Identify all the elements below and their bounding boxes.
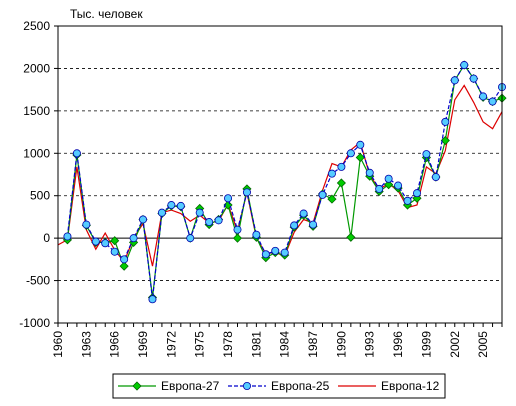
data-point (412, 189, 421, 198)
y-tick-label: 1500 (23, 104, 50, 118)
x-tick-label: 1966 (108, 331, 122, 358)
y-tick-label: 0 (43, 231, 50, 245)
x-tick-label: 1999 (419, 331, 433, 358)
data-point (346, 149, 355, 158)
data-point (271, 246, 280, 255)
x-tick-label: 1990 (334, 331, 348, 358)
data-point (82, 220, 91, 229)
data-point (431, 173, 440, 182)
data-point (488, 97, 497, 106)
legend-label: Европа-12 (381, 379, 440, 393)
data-point (346, 232, 356, 242)
data-point (460, 61, 469, 70)
data-point (355, 152, 365, 163)
x-tick-label: 1960 (51, 331, 65, 358)
x-tick-label: 1984 (278, 331, 292, 358)
data-point (120, 255, 129, 264)
y-tick-label: -500 (26, 274, 50, 288)
y-axis: -1000 -500 0 500 1000 1500 2000 2500 (19, 19, 58, 330)
data-point (422, 150, 431, 159)
data-point (327, 169, 336, 178)
y-tick-label: 2500 (23, 19, 50, 33)
data-point (384, 180, 394, 190)
data-point (91, 237, 100, 246)
data-point (336, 178, 346, 188)
data-point (252, 230, 261, 239)
y-axis-label: Тыс. человек (70, 7, 143, 21)
series-2 (63, 61, 506, 304)
data-point (280, 248, 289, 257)
data-point (242, 381, 251, 390)
legend-item: Европа-27 (118, 379, 220, 393)
x-tick-label: 2002 (448, 331, 462, 358)
data-point (110, 247, 119, 256)
series-1 (62, 60, 507, 303)
data-point (167, 201, 176, 210)
x-tick-label: 2005 (476, 331, 490, 358)
data-point (148, 295, 157, 304)
legend-label: Европа-27 (161, 379, 220, 393)
data-point (299, 209, 308, 218)
data-point (337, 162, 346, 171)
x-tick-label: 1981 (249, 331, 263, 358)
data-point (233, 225, 242, 234)
data-point (290, 221, 299, 230)
series-line (66, 63, 503, 298)
data-point (214, 216, 223, 225)
series-line (66, 63, 503, 300)
data-point (205, 218, 214, 227)
y-tick-label: 1000 (23, 146, 50, 160)
data-point (469, 74, 478, 83)
data-point (356, 140, 365, 149)
data-point (224, 194, 233, 203)
data-point (441, 117, 450, 126)
x-tick-label: 1969 (136, 331, 150, 358)
legend-item: Европа-25 (228, 379, 330, 393)
data-point (195, 208, 204, 217)
data-point (132, 381, 142, 391)
data-point (157, 208, 166, 217)
y-tick-label: -1000 (19, 316, 50, 330)
data-point (110, 236, 120, 246)
data-point (242, 188, 251, 197)
x-tick-label: 1987 (306, 331, 320, 358)
data-point (101, 239, 110, 248)
x-tick-label: 1975 (193, 331, 207, 358)
data-point (384, 174, 393, 183)
data-point (440, 135, 450, 146)
data-point (365, 168, 374, 177)
data-point (72, 149, 81, 158)
data-point (186, 234, 195, 243)
legend-item: Европа-12 (338, 379, 440, 393)
x-tick-label: 1978 (221, 331, 235, 358)
legend: Европа-27 Европа-25 Европа-12 (112, 373, 446, 399)
plot-frame (57, 25, 503, 324)
data-point (318, 190, 327, 199)
x-tick-label: 1996 (391, 331, 405, 358)
data-point (63, 232, 72, 241)
y-tick-label: 2000 (23, 61, 50, 75)
data-point (232, 233, 243, 243)
data-point (129, 234, 138, 243)
legend-box (112, 373, 446, 399)
data-point (261, 250, 270, 259)
data-point (327, 194, 337, 204)
data-point (139, 215, 148, 224)
data-point (403, 196, 412, 205)
data-point (176, 201, 185, 210)
series-group (57, 60, 507, 304)
data-point (479, 92, 488, 101)
legend-label: Европа-25 (271, 379, 330, 393)
data-point (375, 184, 384, 193)
y-tick-label: 500 (30, 189, 50, 203)
x-tick-label: 1972 (164, 331, 178, 358)
x-axis: 1960 1963 1966 1969 1972 1975 1978 1981 1984 1987… (51, 323, 503, 358)
data-point (394, 181, 403, 190)
x-tick-label: 1993 (363, 331, 377, 358)
data-point (450, 76, 459, 85)
x-tick-label: 1963 (79, 331, 93, 358)
data-point (119, 261, 129, 271)
data-point (309, 220, 318, 229)
